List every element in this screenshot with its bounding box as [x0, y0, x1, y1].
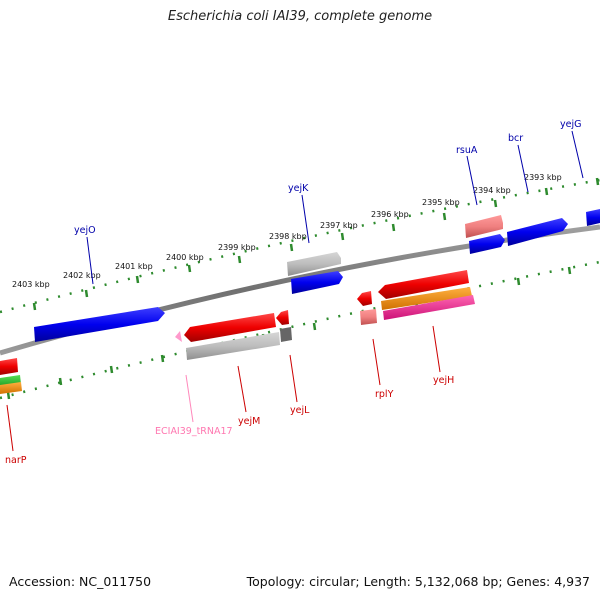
gene-arrow-yejO[interactable]	[34, 307, 165, 342]
accession-label: Accession: NC_011750	[9, 574, 152, 589]
kbp-label: 2401 kbp	[115, 262, 153, 271]
kbp-label: 2398 kbp	[269, 232, 307, 241]
gene-label-yejH[interactable]: yejH	[433, 375, 454, 386]
gene-label-rsuA[interactable]: rsuA	[456, 145, 478, 156]
gene-arrow-yejG[interactable]	[586, 209, 600, 226]
rRNA-rplY[interactable]	[360, 309, 377, 325]
gene-label-yejK[interactable]: yejK	[288, 183, 309, 194]
gene-arrow-yejH[interactable]	[378, 270, 469, 299]
gene-label-yejG[interactable]: yejG	[560, 119, 581, 130]
kbp-label: 2399 kbp	[218, 243, 256, 252]
pseudogene-arrow[interactable]	[287, 252, 341, 276]
gene-label-yejO[interactable]: yejO	[74, 225, 96, 236]
pseudogene-yejL[interactable]	[280, 327, 292, 342]
pseudogene-yejM[interactable]	[186, 332, 280, 360]
orange-feature[interactable]	[381, 287, 472, 310]
map-title: Escherichia coli IAI39, complete genome	[167, 9, 433, 24]
orange-feature-narP[interactable]	[0, 382, 22, 394]
tick-track-lower	[0, 260, 600, 400]
gene-arrow-yejL[interactable]	[276, 310, 289, 325]
gene-arrow-rsuA[interactable]	[469, 234, 505, 254]
rRNA-feature[interactable]	[465, 215, 503, 238]
reverse-features	[0, 270, 475, 394]
gene-label-tRNA17[interactable]: ECIAI39_tRNA17	[155, 426, 233, 437]
kbp-label: 2402 kbp	[63, 271, 101, 280]
genome-summary: Topology: circular; Length: 5,132,068 bp…	[246, 574, 590, 589]
kbp-label: 2403 kbp	[12, 280, 50, 289]
tRNA-feature[interactable]	[175, 331, 182, 342]
gene-label-yejL[interactable]: yejL	[290, 405, 310, 416]
magenta-feature[interactable]	[383, 295, 475, 320]
kbp-label: 2393 kbp	[524, 173, 562, 182]
gene-arrow-rplY[interactable]	[357, 291, 372, 306]
label-leaders	[6, 130, 584, 452]
kbp-label: 2396 kbp	[371, 210, 409, 219]
gene-arrow-bcr[interactable]	[507, 218, 568, 246]
tick-track-upper	[0, 178, 600, 314]
kbp-label: 2400 kbp	[166, 253, 204, 262]
kbp-label: 2397 kbp	[320, 221, 358, 230]
kbp-label: 2394 kbp	[473, 186, 511, 195]
gene-label-rplY[interactable]: rplY	[375, 389, 394, 400]
forward-features	[34, 209, 600, 342]
gene-arrow-yejM[interactable]	[184, 313, 276, 342]
gene-label-bcr[interactable]: bcr	[508, 133, 523, 144]
gene-arrow-yejK[interactable]	[291, 271, 343, 294]
kbp-label: 2395 kbp	[422, 198, 460, 207]
gene-label-narP[interactable]: narP	[5, 455, 27, 466]
gene-label-yejM[interactable]: yejM	[238, 416, 260, 427]
gene-arrow-narP[interactable]	[0, 358, 18, 375]
kbp-labels: 2403 kbp 2402 kbp 2401 kbp 2400 kbp 2399…	[12, 173, 562, 289]
